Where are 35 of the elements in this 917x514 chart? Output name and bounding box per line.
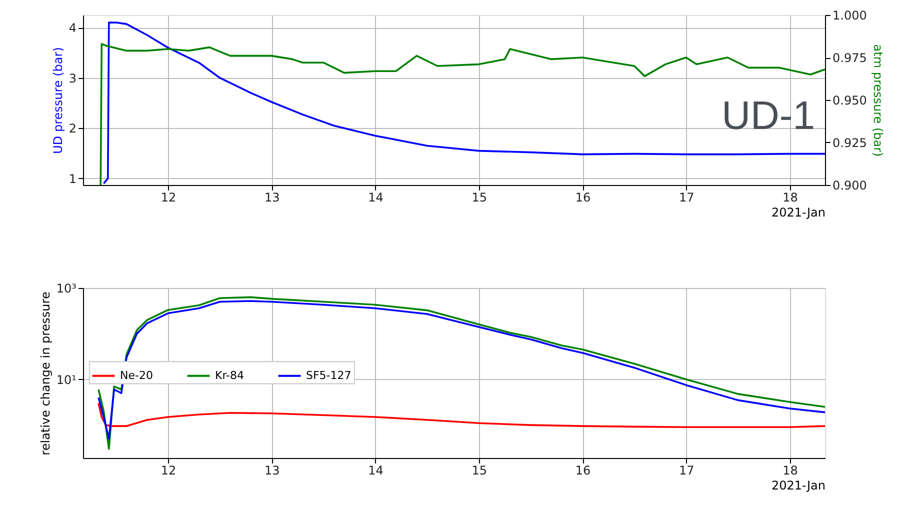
y2-axis-title: atm pressure (bar) bbox=[870, 44, 885, 157]
line-series bbox=[98, 402, 825, 428]
x-tick-label: 14 bbox=[368, 464, 384, 478]
legend-label: SF5-127 bbox=[306, 368, 352, 382]
y-tick-label: 10³ bbox=[56, 282, 77, 296]
y-tick-label: 1 bbox=[68, 172, 76, 186]
x-tick-label: 12 bbox=[160, 464, 176, 478]
x-axis-title: 2021-Jan bbox=[771, 206, 826, 220]
x-tick-label: 15 bbox=[472, 190, 488, 204]
y-axis-title: relative change in pressure bbox=[38, 292, 52, 456]
y-tick-label: 10¹ bbox=[56, 372, 77, 387]
legend-label: Kr-84 bbox=[215, 368, 244, 382]
y2-tick-label: 1.000 bbox=[832, 8, 867, 22]
y2-tick-label: 0.925 bbox=[832, 136, 867, 150]
legend-label: Ne-20 bbox=[120, 368, 153, 382]
y2-tick-label: 0.950 bbox=[832, 94, 867, 108]
y-tick-label: 4 bbox=[68, 21, 76, 36]
x-tick-label: 13 bbox=[264, 190, 280, 204]
x-tick-label: 18 bbox=[782, 464, 798, 478]
x-tick-label: 17 bbox=[678, 190, 694, 204]
annotation: UD-1 bbox=[722, 94, 815, 138]
x-tick-label: 15 bbox=[472, 464, 488, 478]
x-tick-label: 16 bbox=[575, 464, 591, 478]
x-tick-label: 13 bbox=[264, 464, 280, 478]
x-tick-label: 14 bbox=[368, 190, 384, 204]
x-axis-title: 2021-Jan bbox=[771, 478, 826, 492]
x-tick-label: 12 bbox=[160, 190, 176, 204]
x-tick-label: 16 bbox=[575, 190, 591, 204]
x-tick-label: 18 bbox=[782, 190, 798, 204]
y-axis-title: UD pressure (bar) bbox=[50, 47, 65, 154]
y2-tick-label: 0.975 bbox=[832, 51, 867, 65]
y2-tick-label: 0.900 bbox=[832, 178, 867, 192]
x-tick-label: 17 bbox=[678, 464, 694, 478]
y-tick-label: 2 bbox=[68, 122, 76, 136]
y-tick-label: 3 bbox=[68, 71, 76, 86]
